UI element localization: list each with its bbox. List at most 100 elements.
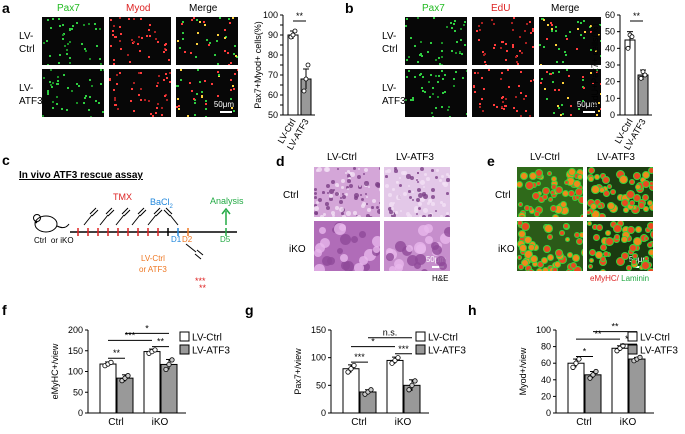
data-point (152, 347, 158, 353)
cell-dot (430, 74, 432, 76)
fiber (577, 239, 582, 244)
cell-dot (406, 76, 408, 78)
cell-dot (567, 97, 569, 99)
fiber (639, 203, 644, 208)
cell-dot (417, 17, 419, 19)
legend-swatch (627, 344, 638, 355)
tissue-cell (417, 181, 420, 184)
stain-label-emyhc-laminin: eMyHC/ Laminin (590, 274, 650, 283)
cell-dot (103, 69, 104, 71)
fiber (603, 177, 610, 184)
tissue-cell (428, 199, 432, 203)
fiber (564, 224, 568, 228)
cell-dot (521, 52, 523, 54)
cell-dot (524, 30, 526, 32)
micrograph-e-iko-lvatf3: 50μm (587, 221, 653, 271)
cell-dot (512, 29, 514, 31)
fiber (582, 249, 583, 256)
fiber (525, 251, 532, 258)
cell-dot (138, 72, 140, 74)
fiber (565, 181, 569, 185)
cell-dot (85, 50, 87, 52)
fiber (614, 237, 619, 242)
tissue-cell (365, 193, 368, 196)
fiber (627, 266, 631, 270)
tissue-cell (439, 262, 447, 270)
y-tick-label: 60 (268, 90, 278, 100)
tissue-cell (379, 167, 380, 171)
tissue-cell (416, 179, 419, 182)
fiber (651, 231, 653, 238)
cell-dot (461, 53, 463, 55)
fiber (537, 269, 542, 271)
cell-dot (59, 54, 61, 56)
cell-dot (502, 41, 504, 43)
cell-dot (95, 100, 97, 102)
cell-dot (454, 20, 456, 22)
cell-dot (138, 94, 140, 96)
tissue-cell (389, 202, 394, 207)
significance-label: ** (296, 11, 304, 21)
tissue-cell (424, 224, 433, 233)
cell-dot (570, 105, 572, 107)
fiber (536, 170, 543, 177)
label-d1: D1 (171, 235, 182, 244)
cell-dot (580, 34, 582, 36)
data-point (395, 355, 401, 361)
tissue-cell (314, 211, 319, 216)
cell-dot (196, 19, 198, 21)
scale-bar-label: 50μm (426, 255, 446, 264)
panel-letter-a: a (2, 0, 10, 16)
tissue-cell (414, 206, 419, 211)
tissue-cell (387, 169, 391, 173)
fiber (606, 238, 613, 245)
cell-dot (158, 75, 160, 77)
cell-dot (442, 78, 444, 80)
cell-dot (562, 61, 564, 63)
cell-dot (217, 63, 219, 65)
cell-dot (50, 27, 52, 29)
tissue-cell (353, 167, 356, 170)
cell-dot (431, 112, 433, 114)
tissue-cell (354, 196, 359, 201)
tissue-cell (406, 174, 411, 179)
cell-dot (502, 96, 504, 98)
cell-dot (69, 57, 71, 59)
fiber (608, 185, 612, 189)
data-point (163, 366, 169, 373)
cell-dot (113, 63, 115, 65)
tissue-cell (408, 190, 411, 193)
cell-dot (120, 33, 122, 35)
cell-dot (484, 53, 486, 55)
fiber (559, 256, 566, 263)
data-point (345, 369, 351, 375)
fiber (573, 196, 577, 200)
cell-dot (236, 56, 238, 58)
significance-label: * (583, 347, 587, 357)
fiber (520, 245, 526, 251)
tissue-cell (423, 208, 428, 213)
cell-dot (496, 106, 498, 108)
tissue-cell (368, 216, 373, 217)
fiber (634, 238, 641, 245)
cell-dot (119, 40, 121, 42)
cell-dot (165, 43, 167, 45)
cell-dot (532, 30, 534, 32)
cell-dot (224, 29, 226, 31)
cell-dot (208, 44, 210, 46)
data-point (640, 69, 646, 75)
cell-dot (590, 25, 592, 27)
fiber (521, 250, 525, 254)
panel-b-row-label-atf3: LV- ATF3 (382, 83, 406, 107)
tissue-cell (414, 262, 422, 270)
fiber (525, 237, 532, 244)
micrograph-e-ctrl-lvatf3 (587, 167, 653, 217)
cell-dot (150, 113, 152, 115)
fiber (574, 181, 581, 188)
cell-dot (230, 98, 232, 100)
tissue-cell (412, 191, 415, 194)
y-tick-label: 60 (605, 10, 615, 20)
tissue-cell (340, 254, 348, 262)
tissue-cell (371, 206, 374, 209)
